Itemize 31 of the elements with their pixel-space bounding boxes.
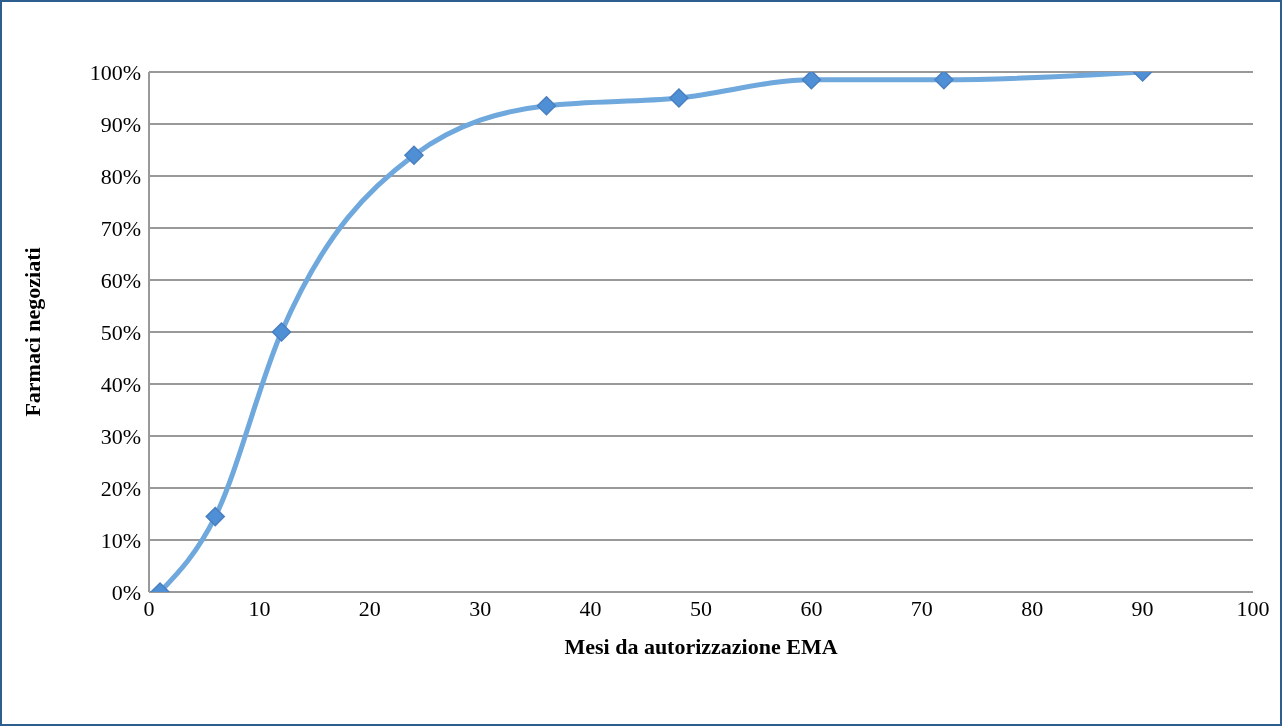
y-tick-label: 90% bbox=[100, 111, 141, 137]
y-axis-title: Farmaci negoziati bbox=[19, 247, 45, 417]
y-tick-label: 100% bbox=[89, 59, 141, 85]
point bbox=[934, 72, 954, 90]
point bbox=[669, 88, 689, 108]
x-tick-label: 80 bbox=[1021, 595, 1044, 621]
x-axis-title: Mesi da autorizzazione EMA bbox=[564, 634, 838, 659]
x-tick-label: 70 bbox=[910, 595, 933, 621]
x-tick-label: 90 bbox=[1131, 595, 1154, 621]
x-tick-label: 0 bbox=[143, 595, 155, 621]
point bbox=[536, 96, 557, 116]
y-tick-label: 70% bbox=[100, 215, 141, 241]
y-tick-label: 40% bbox=[100, 371, 141, 397]
point bbox=[801, 72, 822, 90]
y-tick-label: 20% bbox=[100, 475, 141, 501]
x-tick-label: 60 bbox=[800, 595, 823, 621]
x-tick-label: 100 bbox=[1236, 595, 1270, 621]
point bbox=[404, 145, 424, 165]
point bbox=[271, 322, 292, 342]
point bbox=[205, 506, 225, 527]
y-tick-label: 50% bbox=[100, 319, 141, 345]
x-tick-label: 40 bbox=[579, 595, 602, 621]
y-tick-label: 0% bbox=[111, 579, 141, 605]
x-tick-label: 20 bbox=[358, 595, 381, 621]
y-tick-label: 30% bbox=[100, 423, 141, 449]
y-tick-label: 80% bbox=[100, 163, 141, 189]
y-tick-label: 60% bbox=[100, 267, 141, 293]
x-tick-label: 30 bbox=[469, 595, 492, 621]
x-tick-label: 10 bbox=[248, 595, 271, 621]
y-tick-label: 10% bbox=[100, 527, 141, 553]
x-tick-label: 50 bbox=[690, 595, 712, 621]
